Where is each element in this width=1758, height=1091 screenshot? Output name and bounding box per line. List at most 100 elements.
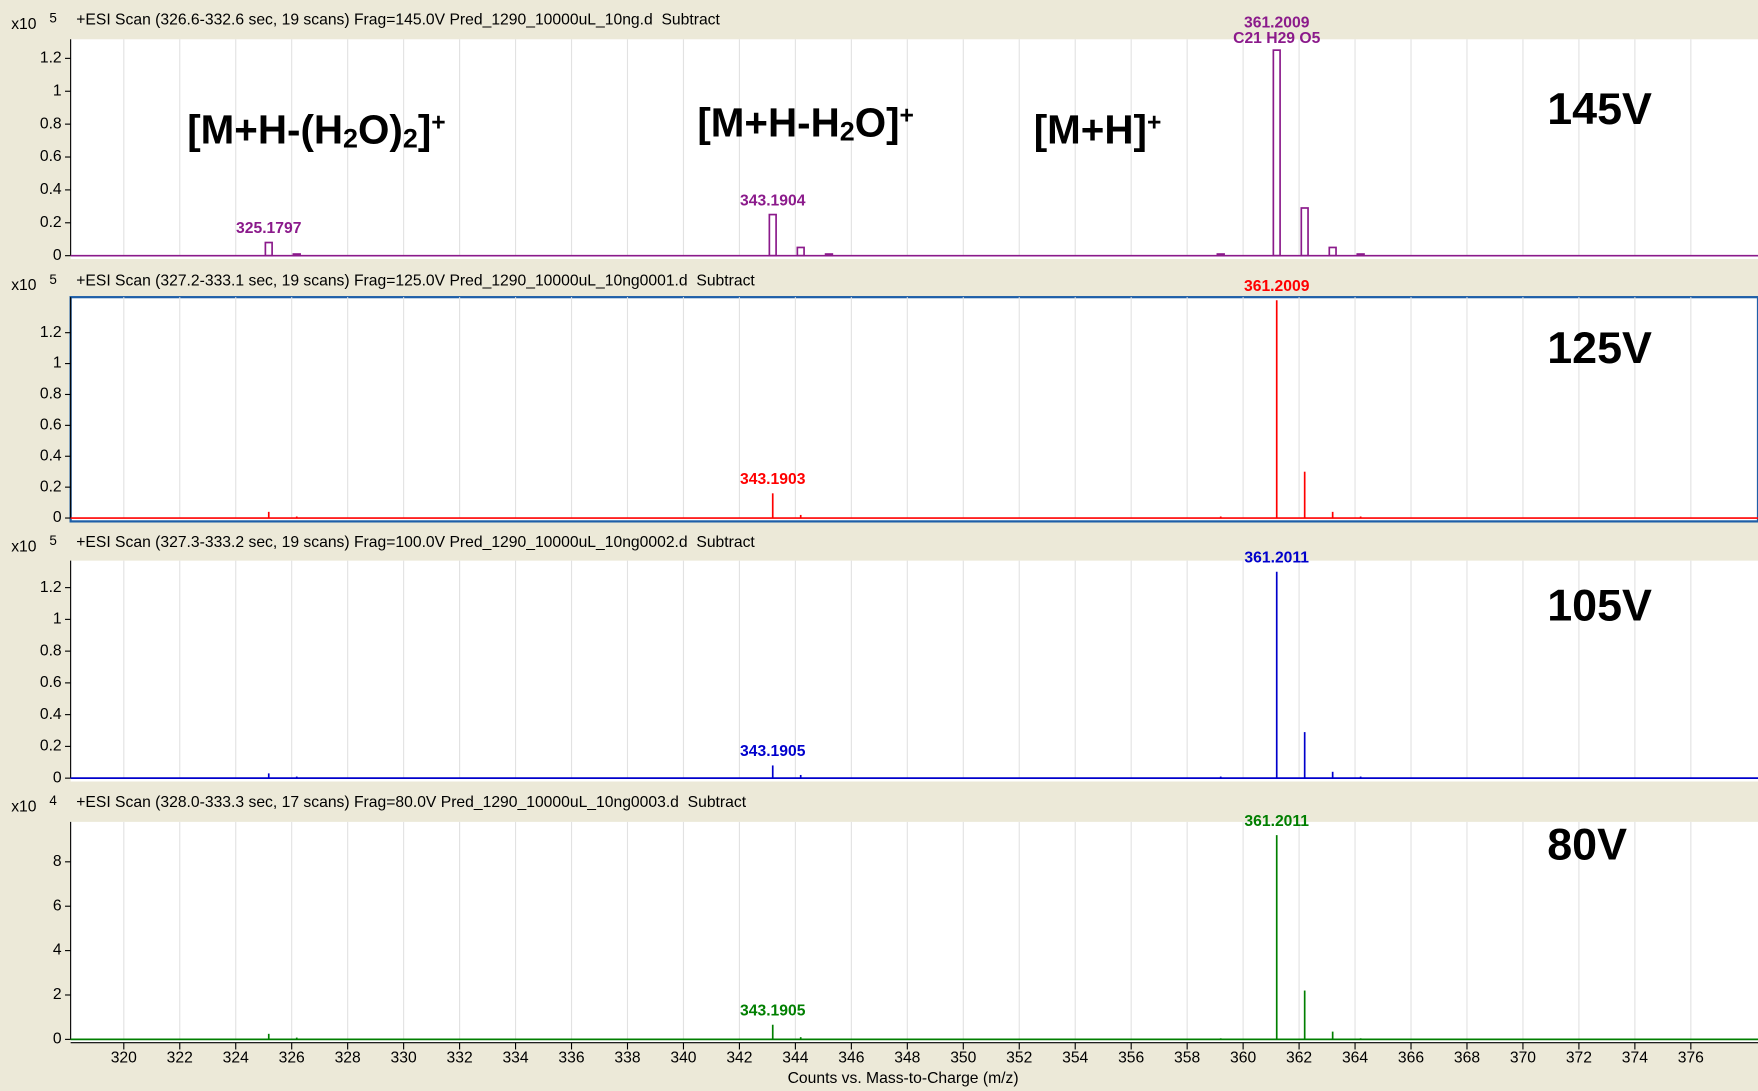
multiplier-base: x10	[11, 16, 37, 33]
peak-label: 325.1797	[236, 220, 302, 237]
peak-label: 343.1905	[740, 1002, 806, 1019]
x-tick-label: 364	[1342, 1050, 1368, 1067]
multiplier-base: x10	[11, 798, 37, 815]
annotation-part: 2	[840, 117, 855, 147]
multiplier-exponent: 5	[49, 533, 56, 548]
peak-label: 361.2011	[1244, 813, 1309, 830]
x-tick-label: 374	[1622, 1050, 1648, 1067]
y-tick-label: 0.8	[40, 642, 62, 659]
y-tick-label: 0	[53, 509, 62, 526]
ion-annotation: [M+H-(H2O)2]+	[187, 106, 445, 154]
x-tick-label: 342	[726, 1050, 752, 1067]
x-tick-label: 360	[1230, 1050, 1256, 1067]
peak-label: 343.1905	[740, 743, 806, 760]
voltage-label: 145V	[1547, 83, 1652, 134]
annotation-part: O)	[358, 106, 403, 152]
y-tick-label: 1	[53, 611, 62, 628]
annotation-part: ]	[418, 106, 431, 152]
y-tick-label: 1	[53, 355, 62, 372]
y-tick-label: 0.4	[40, 447, 62, 464]
x-tick-label: 370	[1510, 1050, 1536, 1067]
multiplier-exponent: 4	[49, 793, 57, 808]
x-tick-label: 368	[1454, 1050, 1480, 1067]
peak	[1216, 253, 1225, 257]
x-tick-label: 366	[1398, 1050, 1424, 1067]
y-tick-label: 0	[53, 247, 62, 264]
voltage-label: 125V	[1547, 322, 1652, 373]
y-tick-label: 0.2	[40, 214, 62, 231]
peak	[1300, 207, 1309, 257]
y-tick-label: 2	[53, 986, 62, 1003]
annotation-part: [M+H]	[1034, 106, 1147, 152]
voltage-label: 80V	[1547, 819, 1627, 870]
annotation-part: O]	[855, 99, 900, 145]
y-tick-label: 1.2	[40, 579, 62, 596]
scan-title: +ESI Scan (326.6-332.6 sec, 19 scans) Fr…	[76, 11, 720, 28]
peak	[1356, 253, 1365, 257]
y-tick-label: 0	[53, 1031, 62, 1048]
x-tick-label: 336	[558, 1050, 584, 1067]
annotation-part: +	[431, 109, 445, 136]
x-tick-label: 326	[279, 1050, 305, 1067]
scan-title: +ESI Scan (328.0-333.3 sec, 17 scans) Fr…	[76, 794, 746, 811]
plot-area	[70, 560, 1758, 782]
y-tick-label: 0.4	[40, 181, 62, 198]
x-tick-label: 322	[167, 1050, 193, 1067]
peak	[1328, 246, 1337, 257]
peak-label: 361.2009	[1244, 278, 1310, 295]
x-tick-label: 372	[1566, 1050, 1592, 1067]
x-tick-label: 346	[838, 1050, 864, 1067]
x-tick-label: 328	[335, 1050, 361, 1067]
x-tick-label: 338	[614, 1050, 640, 1067]
y-tick-label: 8	[53, 853, 62, 870]
y-tick-label: 0	[53, 769, 62, 786]
formula: C21 H29 O5	[1233, 30, 1320, 47]
multiplier-base: x10	[11, 277, 37, 294]
peak-label: 361.2009	[1244, 14, 1310, 31]
multiplier-exponent: 5	[49, 272, 56, 287]
ion-annotation: [M+H]+	[1034, 106, 1162, 152]
x-tick-label: 348	[894, 1050, 920, 1067]
multiplier-base: x10	[11, 538, 37, 555]
plot-area	[70, 39, 1758, 260]
y-tick-label: 1	[53, 82, 62, 99]
x-tick-label: 320	[111, 1050, 137, 1067]
peak-label: 343.1903	[740, 471, 806, 488]
annotation-part: 2	[403, 124, 418, 154]
peak-label: 343.1904	[740, 192, 806, 209]
ion-annotation: [M+H-H2O]+	[697, 99, 914, 147]
y-tick-label: 0.6	[40, 674, 62, 691]
plot-area	[70, 821, 1758, 1043]
x-tick-label: 350	[950, 1050, 976, 1067]
x-tick-label: 352	[1006, 1050, 1032, 1067]
annotation-part: [M+H-H	[697, 99, 839, 145]
x-tick-label: 340	[670, 1050, 696, 1067]
x-tick-label: 334	[502, 1050, 528, 1067]
peak	[796, 246, 805, 257]
y-tick-label: 0.2	[40, 478, 62, 495]
peak	[768, 213, 777, 257]
y-tick-label: 0.2	[40, 738, 62, 755]
peak-label: 361.2011	[1244, 549, 1309, 566]
annotation-part: +	[1147, 109, 1161, 136]
annotation-part: 2	[343, 124, 358, 154]
y-tick-label: 1.2	[40, 50, 62, 67]
y-tick-label: 0.8	[40, 386, 62, 403]
peak	[824, 253, 834, 257]
scan-title: +ESI Scan (327.3-333.2 sec, 19 scans) Fr…	[76, 534, 755, 551]
x-tick-label: 354	[1062, 1050, 1088, 1067]
annotation-part: [M+H-(H	[187, 106, 343, 152]
x-tick-label: 332	[447, 1050, 473, 1067]
y-tick-label: 0.8	[40, 115, 62, 132]
multiplier-exponent: 5	[49, 11, 56, 26]
x-tick-label: 362	[1286, 1050, 1312, 1067]
x-tick-label: 324	[223, 1050, 249, 1067]
peak	[264, 241, 273, 257]
annotation-part: +	[900, 102, 914, 129]
y-tick-label: 0.6	[40, 416, 62, 433]
x-tick-label: 330	[391, 1050, 417, 1067]
x-tick-label: 344	[782, 1050, 808, 1067]
x-tick-label: 376	[1678, 1050, 1704, 1067]
peak	[1272, 49, 1281, 257]
